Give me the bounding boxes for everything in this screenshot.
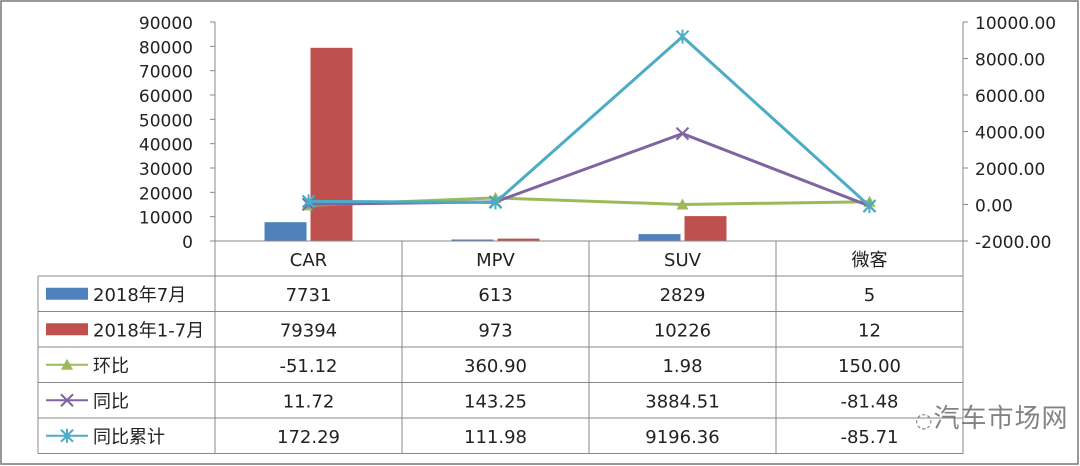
right-tick-label: -2000.00: [975, 233, 1051, 253]
marker-同比累计-微客: [862, 199, 877, 214]
category-label: CAR: [290, 250, 327, 271]
legend-marker-同比累计: [60, 428, 74, 443]
wechat-icon: ◌: [915, 408, 934, 432]
legend-label: 环比: [93, 356, 129, 377]
table-cell: 111.98: [464, 427, 527, 448]
marker-同比累计-MPV: [488, 195, 503, 210]
marker-同比累计-SUV: [675, 29, 690, 44]
table-cell: -81.48: [840, 391, 898, 412]
legend-marker-同比: [60, 393, 74, 407]
left-tick-label: 70000: [139, 63, 193, 83]
bar-1-CAR: [264, 222, 307, 241]
left-tick-label: 50000: [139, 111, 193, 131]
right-tick-label: 2000.00: [975, 160, 1045, 180]
table-cell: 11.72: [283, 391, 335, 412]
table-cell: 79394: [280, 320, 337, 341]
legend-label: 2018年7月: [93, 285, 186, 306]
table-cell: -51.12: [279, 356, 337, 377]
category-label: 微客: [852, 250, 888, 271]
table-cell: 360.90: [464, 356, 527, 377]
right-tick-label: 10000.00: [975, 14, 1056, 34]
table-cell: 172.29: [277, 427, 340, 448]
legend-key-2018年7月: [46, 287, 88, 300]
table-cell: 5: [864, 285, 875, 306]
watermark: ◌汽车市场网: [915, 404, 1069, 434]
table-cell: 973: [478, 320, 512, 341]
table-cell: 3884.51: [645, 391, 719, 412]
right-tick-label: 0.00: [975, 197, 1013, 217]
left-tick-label: 0: [182, 233, 193, 253]
legend-key-2018年1-7月: [46, 323, 88, 336]
right-tick-label: 4000.00: [975, 124, 1045, 144]
table-cell: 1.98: [662, 356, 702, 377]
legend-label: 2018年1-7月: [93, 320, 204, 341]
legend-label: 同比累计: [93, 427, 165, 448]
legend-marker-环比: [61, 358, 73, 370]
right-tick-label: 8000.00: [975, 51, 1045, 71]
table-cell: 150.00: [838, 356, 901, 377]
table-cell: -85.71: [840, 427, 898, 448]
left-tick-label: 40000: [139, 136, 193, 156]
left-tick-label: 80000: [139, 38, 193, 58]
left-tick-label: 20000: [139, 184, 193, 204]
category-label: SUV: [664, 250, 702, 271]
line-同比: [308, 132, 871, 208]
left-tick-label: 60000: [139, 87, 193, 107]
table-cell: 12: [858, 320, 881, 341]
right-tick-label: 6000.00: [975, 87, 1045, 107]
table-cell: 143.25: [464, 391, 527, 412]
marker-环比-SUV: [676, 198, 689, 210]
bar-2-MPV: [497, 238, 540, 241]
left-tick-label: 30000: [139, 160, 193, 180]
table-cell: 613: [478, 285, 512, 306]
table-cell: 9196.36: [645, 427, 719, 448]
marker-同比累计-CAR: [301, 194, 316, 209]
legend-label: 同比: [93, 391, 129, 412]
category-label: MPV: [476, 250, 515, 271]
bar-2-SUV: [684, 216, 727, 241]
left-tick-label: 90000: [139, 14, 193, 34]
marker-同比-SUV: [675, 126, 690, 141]
bar-2-CAR: [310, 47, 353, 241]
table-cell: 10226: [654, 320, 711, 341]
table-cell: 7731: [286, 285, 332, 306]
left-tick-label: 10000: [139, 209, 193, 229]
table-cell: 2829: [660, 285, 706, 306]
line-同比累计: [308, 34, 871, 208]
bar-1-MPV: [451, 239, 494, 241]
bar-1-SUV: [638, 234, 681, 241]
